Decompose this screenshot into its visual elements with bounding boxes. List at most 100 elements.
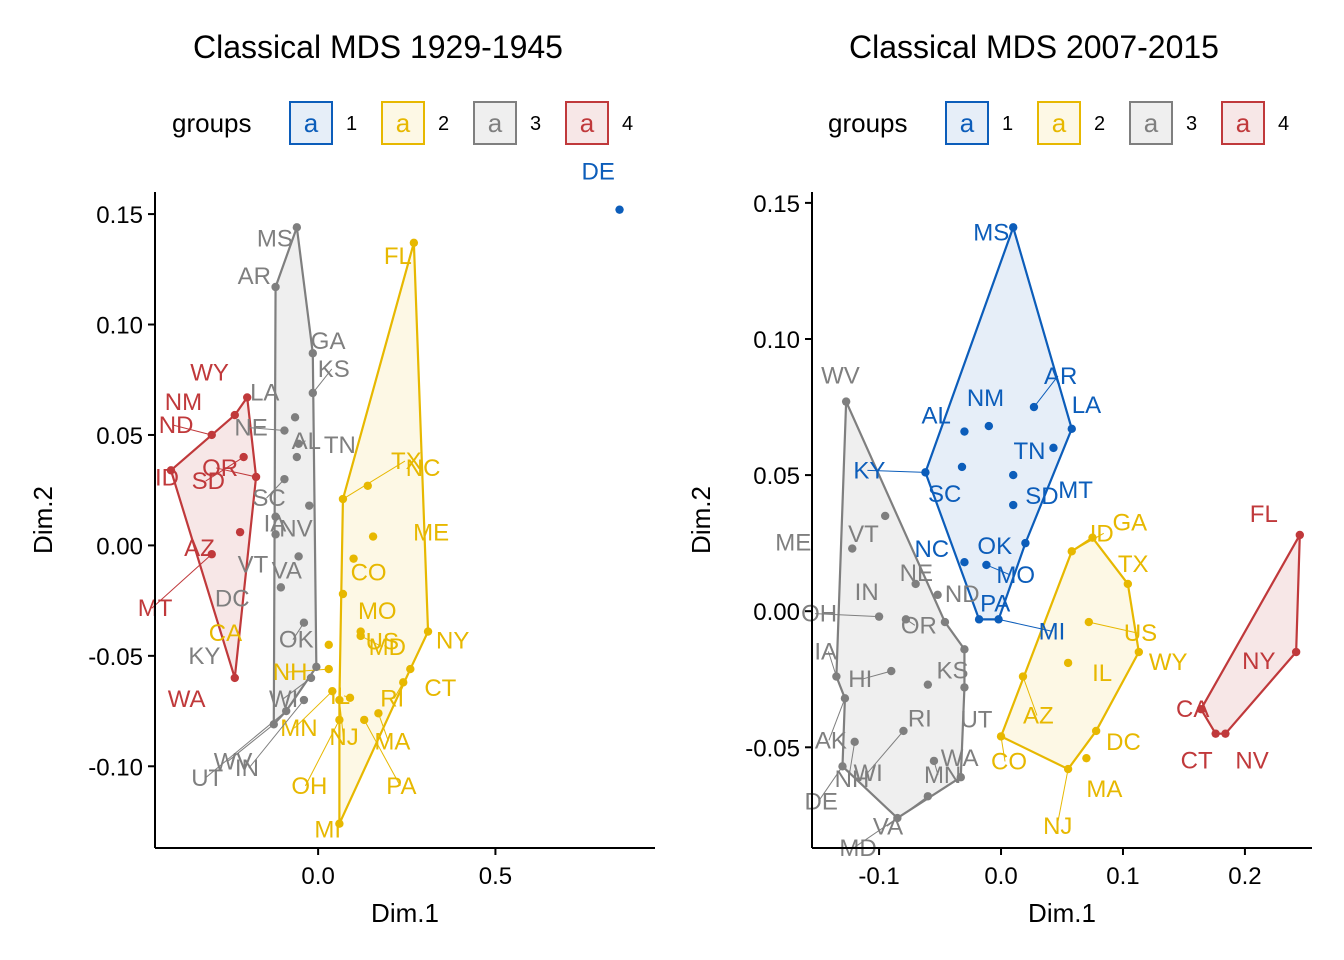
leader-line — [828, 698, 846, 741]
legend-glyph: a — [960, 108, 975, 138]
point-label-ma: MA — [374, 728, 410, 755]
point-label-sd: SD — [192, 468, 225, 495]
leader-line — [151, 553, 213, 609]
point-label-ar: AR — [238, 263, 271, 290]
leader-line — [205, 456, 244, 482]
point-label-ut: UT — [960, 706, 992, 733]
point-hi — [887, 666, 896, 676]
point-label-ri: RI — [908, 706, 932, 733]
point-label-me: ME — [775, 530, 811, 557]
leader-line — [986, 564, 1011, 576]
y-tick-label: 0.15 — [753, 191, 800, 218]
point-label-co: CO — [351, 560, 387, 587]
point-ri — [923, 680, 933, 689]
x-tick-label: -0.1 — [858, 863, 899, 890]
leader-line — [867, 730, 904, 774]
legend-glyph: a — [488, 108, 503, 138]
point-label-ny: NY — [436, 628, 469, 655]
point-ri — [399, 678, 408, 687]
legend-label-3: 3 — [530, 113, 541, 135]
y-tick-label: 0.00 — [96, 533, 143, 560]
point-label-ks: KS — [318, 356, 350, 383]
point-de — [838, 762, 847, 771]
chart-title: Classical MDS 2007-2015 — [849, 29, 1219, 65]
point-label-nj: NJ — [329, 724, 358, 751]
x-axis-label: Dim.1 — [371, 898, 439, 928]
leader-line — [1088, 621, 1138, 634]
x-axis-label: Dim.1 — [1028, 898, 1096, 928]
point-sc — [957, 462, 967, 472]
leader-line — [1022, 676, 1038, 716]
legend-glyph: a — [1236, 108, 1251, 138]
point-il — [1063, 658, 1073, 668]
point-label-mo: MO — [358, 598, 397, 625]
point-ct — [1211, 729, 1220, 738]
point-label-ga: GA — [1112, 510, 1147, 537]
point-md — [893, 813, 902, 823]
point-label-ut: UT — [191, 765, 223, 792]
point-label-sd: SD — [1025, 483, 1058, 510]
point-label-ma: MA — [1086, 776, 1122, 803]
point-nj — [1063, 764, 1073, 774]
point-label-wa: WA — [168, 686, 206, 713]
legend: groups a 1 a 2 a 3 a 4 — [172, 101, 633, 145]
axes: 0.15 0.10 0.05 0.00 -0.05 -0.10 0.0 0.5 — [88, 192, 655, 890]
point-va — [294, 552, 303, 561]
point-label-ri: RI — [380, 685, 404, 712]
leader-line — [215, 467, 257, 478]
point-label-ar: AR — [1044, 363, 1077, 390]
point-oh — [874, 612, 884, 621]
leader-line — [286, 668, 329, 673]
point-label-wi: WI — [853, 760, 882, 787]
point-ga — [308, 349, 318, 358]
legend-label-1: 1 — [346, 113, 357, 135]
point-label-tn: TN — [1013, 438, 1045, 465]
point-me — [368, 532, 378, 541]
point-label-me: ME — [413, 520, 449, 547]
point-label-al: AL — [921, 403, 950, 430]
point-ar — [1029, 402, 1039, 412]
panel-mds-2007-2015: Classical MDS 2007-2015 groups a 1 a 2 a 3 a 4 M… — [686, 29, 1312, 928]
y-axis-label: Dim.2 — [686, 486, 716, 554]
point-label-tx: TX — [1118, 551, 1149, 578]
y-tick-label: -0.10 — [88, 754, 143, 781]
point-nv — [305, 501, 314, 510]
point-pa — [360, 715, 369, 725]
point-nv — [1221, 729, 1230, 738]
point-label-ks: KS — [936, 657, 968, 684]
point-az — [1018, 672, 1028, 681]
point-id — [166, 466, 176, 475]
leader-line — [886, 795, 929, 827]
x-tick-label: 0.5 — [479, 863, 512, 890]
point-mi — [994, 615, 1003, 624]
leader-line — [293, 690, 333, 729]
x-tick-label: 0.0 — [984, 863, 1017, 890]
point-label-nh: NH — [835, 766, 870, 793]
leader-line — [827, 651, 837, 677]
point-label-tx: TX — [391, 448, 422, 475]
y-tick-label: 0.05 — [96, 423, 143, 450]
leader-line — [815, 613, 880, 618]
leader-line — [204, 710, 287, 779]
point-nh — [850, 737, 859, 747]
point-id — [1067, 547, 1076, 556]
point-il — [345, 693, 355, 703]
point-label-ia: IA — [814, 639, 837, 666]
point-label-nm: NM — [967, 385, 1004, 412]
legend-glyph: a — [1144, 108, 1159, 138]
leader-line — [304, 719, 340, 787]
leader-line — [377, 713, 389, 742]
point-la — [1067, 424, 1076, 434]
point-label-mn: MN — [280, 715, 317, 742]
point-label-in: IN — [235, 755, 259, 782]
point-label-ca: CA — [209, 620, 242, 647]
point-label-ga: GA — [311, 328, 346, 355]
point-tn — [1049, 443, 1058, 453]
point-mo — [982, 560, 991, 570]
point-label-oh: OH — [291, 773, 327, 800]
x-tick-label: 0.2 — [1228, 863, 1261, 890]
